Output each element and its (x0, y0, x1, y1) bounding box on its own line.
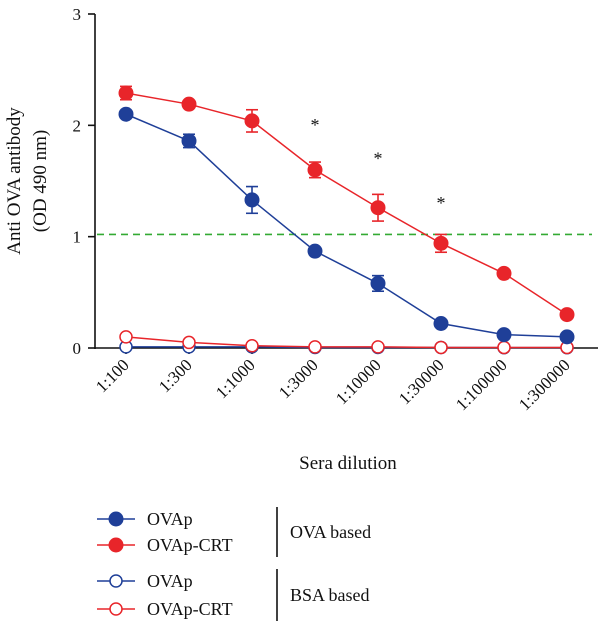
data-point (370, 200, 386, 216)
y-tick-label: 3 (73, 5, 82, 24)
y-tick-label: 2 (73, 116, 82, 135)
y-axis-unit: (OD 490 nm) (30, 130, 51, 232)
legend: OVAp OVAp-CRT OVA based OVAp OVAp-CRT BSA bas… (97, 507, 371, 621)
legend-item: OVAp-CRT (97, 599, 233, 619)
series-ovap-crt-ova-based (118, 85, 575, 323)
data-point (497, 340, 511, 355)
data-point (244, 192, 260, 208)
data-point (307, 243, 323, 259)
data-point (496, 265, 512, 281)
data-point (433, 235, 449, 251)
data-point (181, 133, 197, 149)
legend-item: OVAp (97, 571, 193, 591)
legend-label: OVAp-CRT (147, 535, 233, 555)
x-tick-label: 1:100000 (452, 355, 511, 414)
data-point (433, 316, 449, 332)
series-line (125, 336, 567, 349)
series-line (125, 92, 568, 316)
data-point (307, 162, 323, 178)
data-point (181, 96, 197, 112)
data-point (434, 340, 448, 355)
x-tick-label: 1:3000 (275, 355, 322, 402)
legend-group-label: BSA based (290, 585, 370, 605)
data-point (118, 85, 134, 101)
x-tick-label: 1:30000 (395, 355, 448, 408)
significance-marker: * (311, 115, 320, 135)
legend-marker (108, 537, 124, 553)
y-tick-label: 0 (73, 339, 82, 358)
significance-marker: * (437, 193, 446, 213)
data-point (371, 340, 385, 354)
legend-marker (109, 574, 123, 588)
data-point (245, 339, 259, 353)
data-point (119, 330, 133, 344)
data-point (182, 335, 196, 350)
data-point (118, 106, 134, 122)
data-point (308, 340, 322, 354)
legend-label: OVAp-CRT (147, 599, 233, 619)
data-point (496, 327, 512, 343)
x-tick-label: 1:10000 (332, 355, 385, 408)
legend-label: OVAp (147, 571, 193, 591)
x-tick-label: 1:300000 (515, 355, 574, 414)
series-ovap-crt-bsa-based (119, 330, 574, 355)
legend-marker (109, 602, 123, 616)
legend-group-label: OVA based (290, 522, 371, 542)
legend-label: OVAp (147, 509, 193, 529)
x-tick-label: 1:300 (155, 355, 196, 396)
x-axis-title: Sera dilution (299, 453, 397, 474)
x-tick-label: 1:1000 (212, 355, 259, 402)
x-tick-label: 1:100 (92, 355, 133, 396)
series-line (125, 113, 568, 338)
data-point (370, 275, 386, 291)
data-point (559, 329, 575, 345)
data-point (244, 113, 260, 129)
y-tick-label: 1 (73, 228, 82, 247)
data-point (559, 307, 575, 323)
y-axis-title: Anti OVA antibody (4, 107, 25, 255)
significance-marker: * (374, 149, 383, 169)
legend-marker (108, 511, 124, 527)
legend-item: OVAp (97, 509, 193, 529)
legend-item: OVAp-CRT (97, 535, 233, 555)
series-ovap-ova-based (118, 106, 575, 345)
